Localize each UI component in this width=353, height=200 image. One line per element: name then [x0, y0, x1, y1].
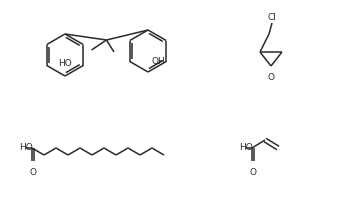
Text: Cl: Cl	[268, 14, 276, 22]
Text: HO: HO	[19, 144, 33, 152]
Text: O: O	[250, 168, 257, 177]
Text: O: O	[268, 73, 275, 82]
Text: OH: OH	[152, 57, 166, 66]
Text: HO: HO	[58, 59, 72, 68]
Text: O: O	[30, 168, 36, 177]
Text: HO: HO	[239, 144, 253, 152]
